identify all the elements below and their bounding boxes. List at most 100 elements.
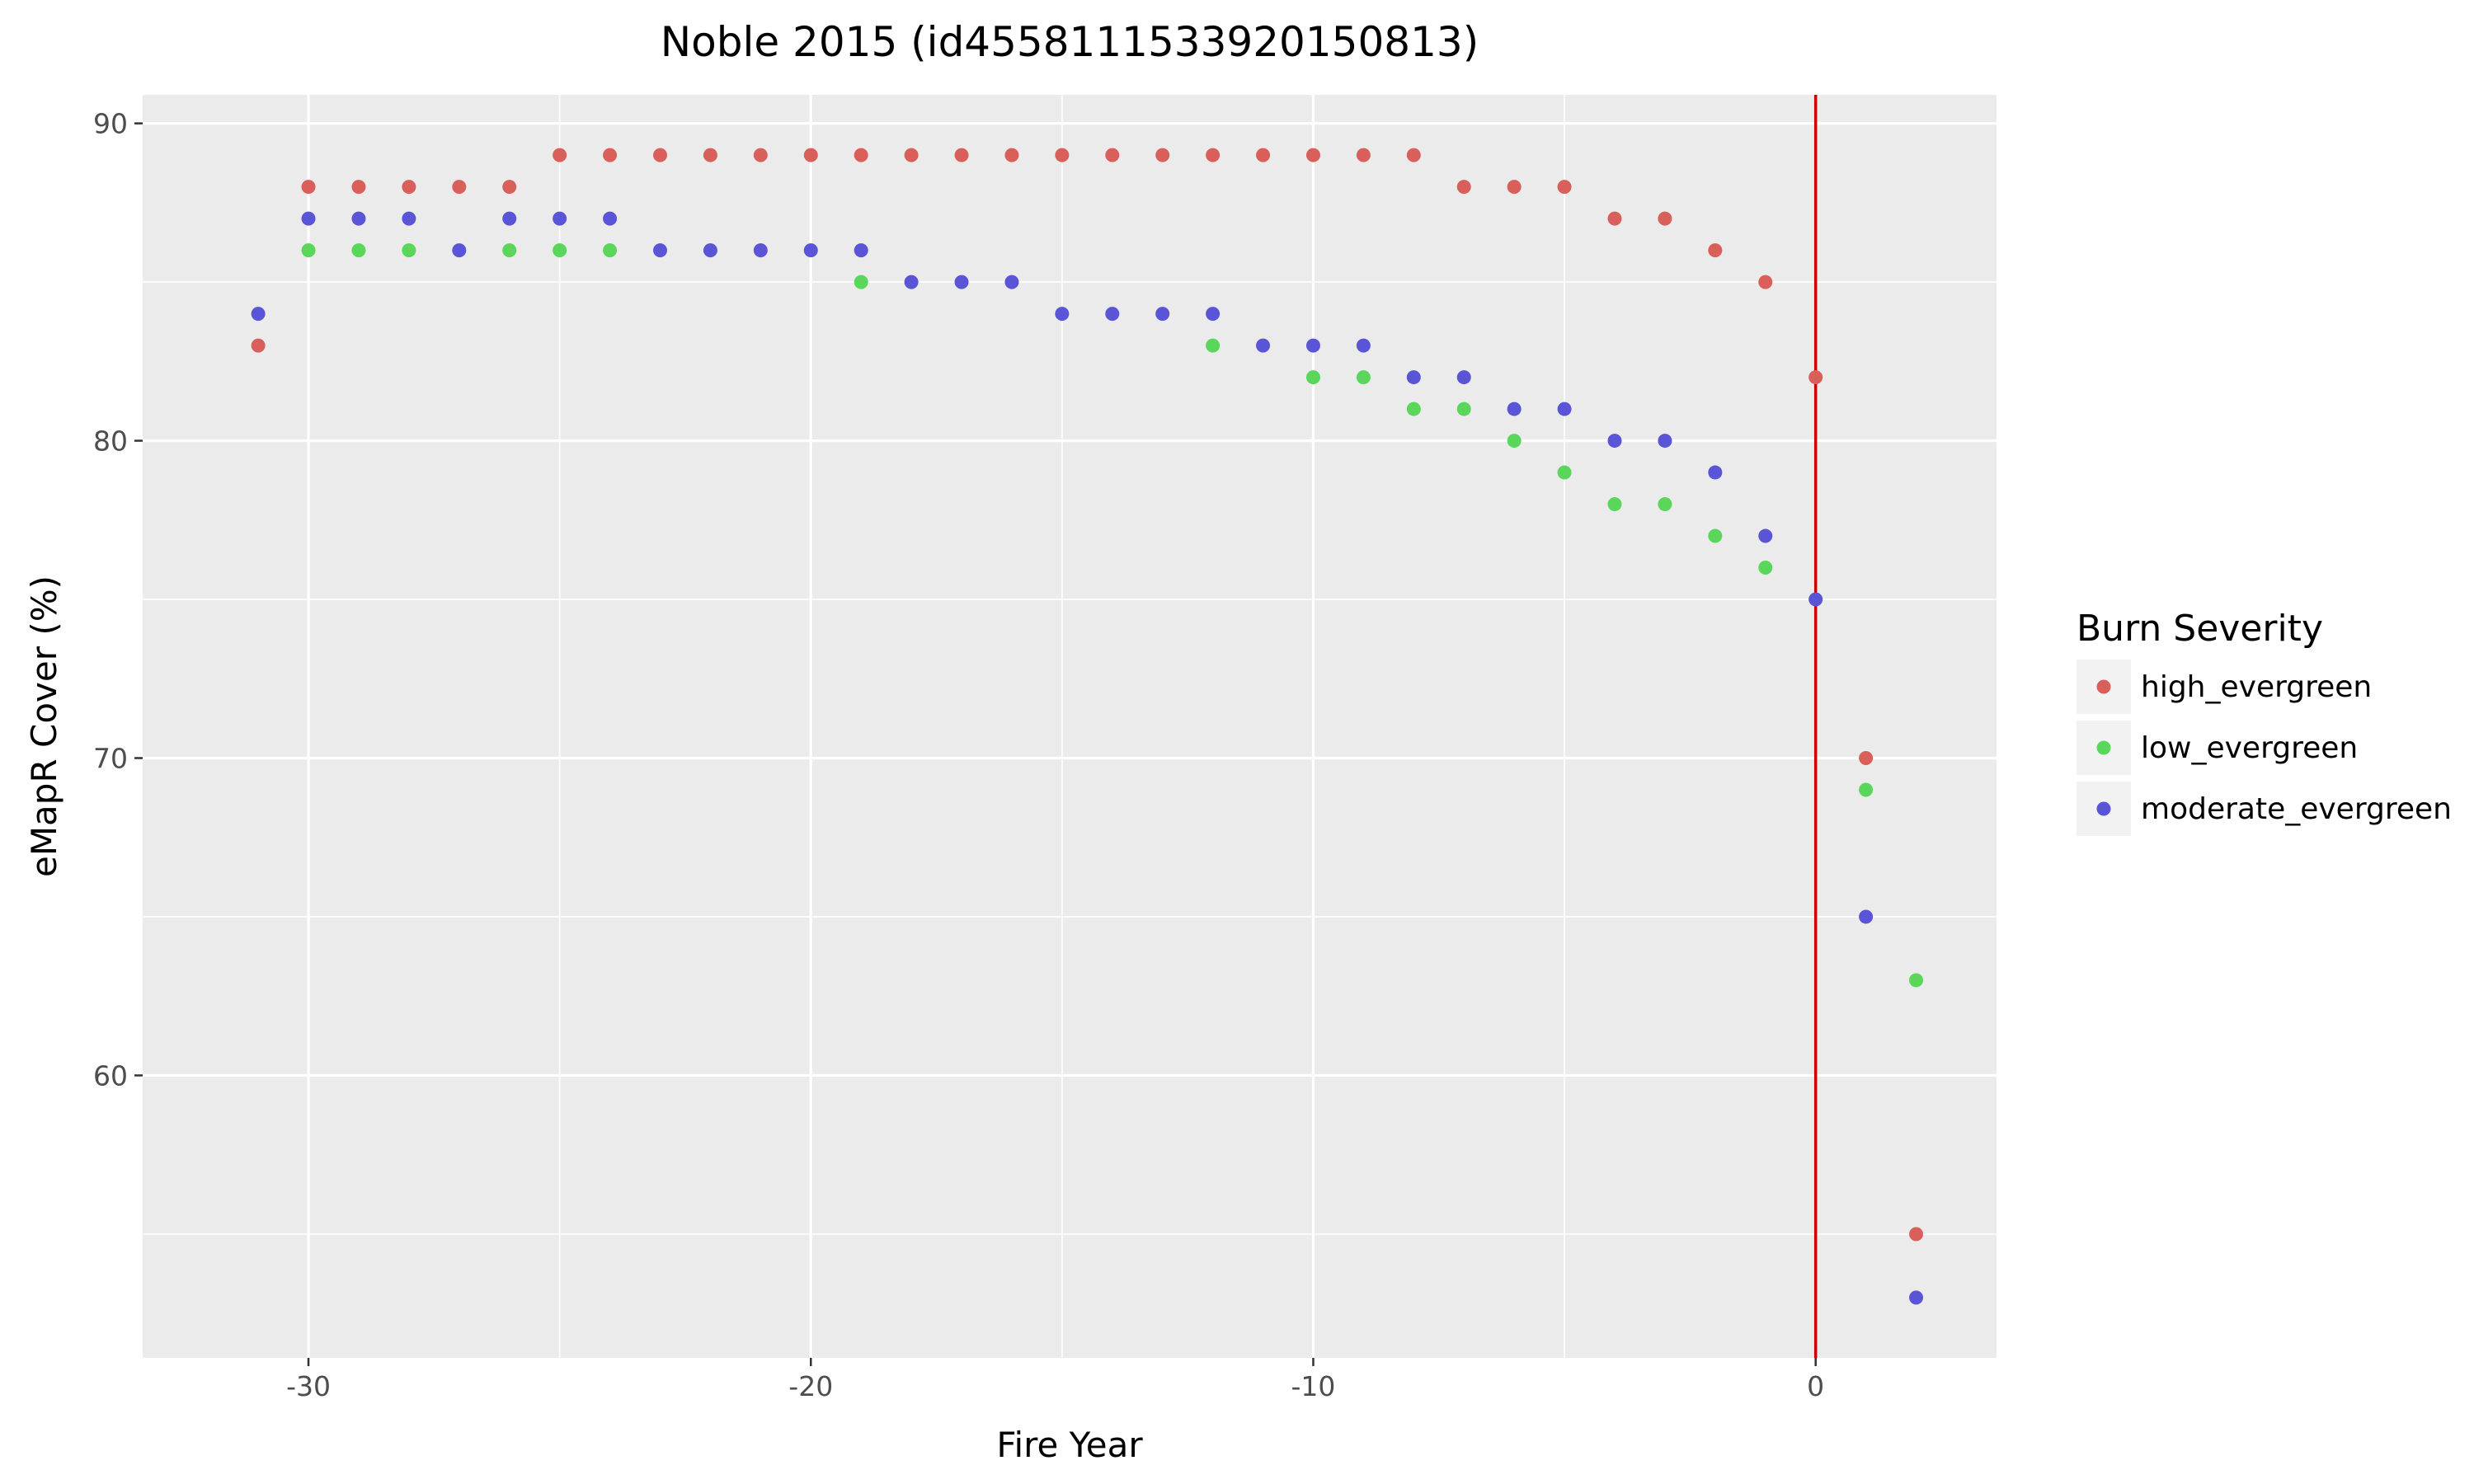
data-point (1909, 1227, 1924, 1242)
x-tick-label: -10 (1291, 1370, 1336, 1402)
data-point (351, 180, 366, 195)
data-point (1356, 148, 1371, 162)
series-moderate_evergreen (251, 211, 1924, 1305)
data-point (1256, 338, 1271, 353)
data-point (1406, 148, 1421, 162)
data-point (1507, 180, 1522, 195)
legend-label: moderate_evergreen (2141, 792, 2452, 826)
data-point (1708, 243, 1723, 258)
data-point (351, 211, 366, 226)
data-point (1758, 528, 1773, 543)
legend-key-point (2096, 740, 2111, 755)
y-axis-ticks: 60 70 80 90 (93, 108, 143, 1092)
data-point (1507, 402, 1522, 416)
data-point (1305, 338, 1320, 353)
data-point (1305, 370, 1320, 385)
y-tick-label: 70 (93, 742, 128, 774)
data-point (1105, 307, 1120, 322)
data-point (1808, 370, 1823, 385)
data-points (251, 148, 1924, 1305)
data-point (1456, 180, 1471, 195)
data-point (1004, 148, 1019, 162)
data-point (954, 275, 969, 289)
legend-label: low_evergreen (2141, 731, 2358, 765)
data-point (1909, 1290, 1924, 1305)
data-point (1708, 465, 1723, 480)
data-point (1356, 338, 1371, 353)
data-point (502, 180, 517, 195)
chart-title: Noble 2015 (id4558111533920150813) (661, 18, 1479, 66)
data-point (1305, 148, 1320, 162)
data-point (703, 243, 717, 258)
data-point (301, 211, 316, 226)
series-low_evergreen (301, 243, 1924, 988)
data-point (1758, 275, 1773, 289)
data-point (1105, 148, 1120, 162)
data-point (553, 148, 567, 162)
data-point (402, 211, 416, 226)
x-tick-label: 0 (1807, 1370, 1824, 1402)
data-point (1658, 434, 1672, 448)
data-point (1055, 148, 1070, 162)
data-point (904, 275, 919, 289)
data-point (1607, 211, 1622, 226)
data-point (1708, 528, 1723, 543)
data-point (1909, 973, 1924, 988)
data-point (502, 211, 517, 226)
data-point (1557, 465, 1572, 480)
data-point (452, 180, 467, 195)
data-point (603, 211, 618, 226)
data-point (251, 338, 266, 353)
plot-panel (143, 95, 1997, 1358)
data-point (1055, 307, 1070, 322)
legend-item-moderate_evergreen: moderate_evergreen (2077, 782, 2452, 836)
legend-item-low_evergreen: low_evergreen (2077, 721, 2358, 775)
legend-title: Burn Severity (2077, 608, 2323, 650)
data-point (502, 243, 517, 258)
data-point (1758, 561, 1773, 575)
x-axis-label: Fire Year (996, 1425, 1143, 1465)
data-point (904, 148, 919, 162)
data-point (301, 243, 316, 258)
data-point (1607, 497, 1622, 512)
data-point (803, 243, 818, 258)
data-point (402, 243, 416, 258)
data-point (954, 148, 969, 162)
legend: Burn Severity high_evergreen low_evergree… (2077, 608, 2452, 836)
data-point (1256, 148, 1271, 162)
data-point (753, 243, 768, 258)
x-tick-label: -20 (788, 1370, 833, 1402)
y-tick-label: 60 (93, 1059, 128, 1092)
data-point (603, 243, 618, 258)
data-point (1406, 402, 1421, 416)
data-point (251, 307, 266, 322)
data-point (1607, 434, 1622, 448)
data-point (1658, 211, 1672, 226)
data-point (1808, 592, 1823, 607)
data-point (603, 148, 618, 162)
data-point (854, 148, 868, 162)
data-point (1859, 909, 1874, 924)
y-tick-label: 80 (93, 425, 128, 458)
data-point (452, 243, 467, 258)
y-axis-label: eMapR Cover (%) (24, 575, 64, 877)
data-point (803, 148, 818, 162)
legend-item-high_evergreen: high_evergreen (2077, 660, 2372, 714)
legend-items: high_evergreen low_evergreen moderate_ever… (2077, 660, 2452, 836)
data-point (854, 243, 868, 258)
data-point (652, 243, 667, 258)
data-point (854, 275, 868, 289)
data-point (1206, 307, 1221, 322)
data-point (1155, 307, 1170, 322)
data-point (753, 148, 768, 162)
data-point (402, 180, 416, 195)
data-point (1356, 370, 1371, 385)
data-point (351, 243, 366, 258)
legend-label: high_evergreen (2141, 670, 2372, 704)
series-high_evergreen (251, 148, 1924, 1242)
data-point (1658, 497, 1672, 512)
y-tick-label: 90 (93, 108, 128, 140)
legend-key-point (2096, 679, 2111, 694)
data-point (1456, 402, 1471, 416)
data-point (1507, 434, 1522, 448)
